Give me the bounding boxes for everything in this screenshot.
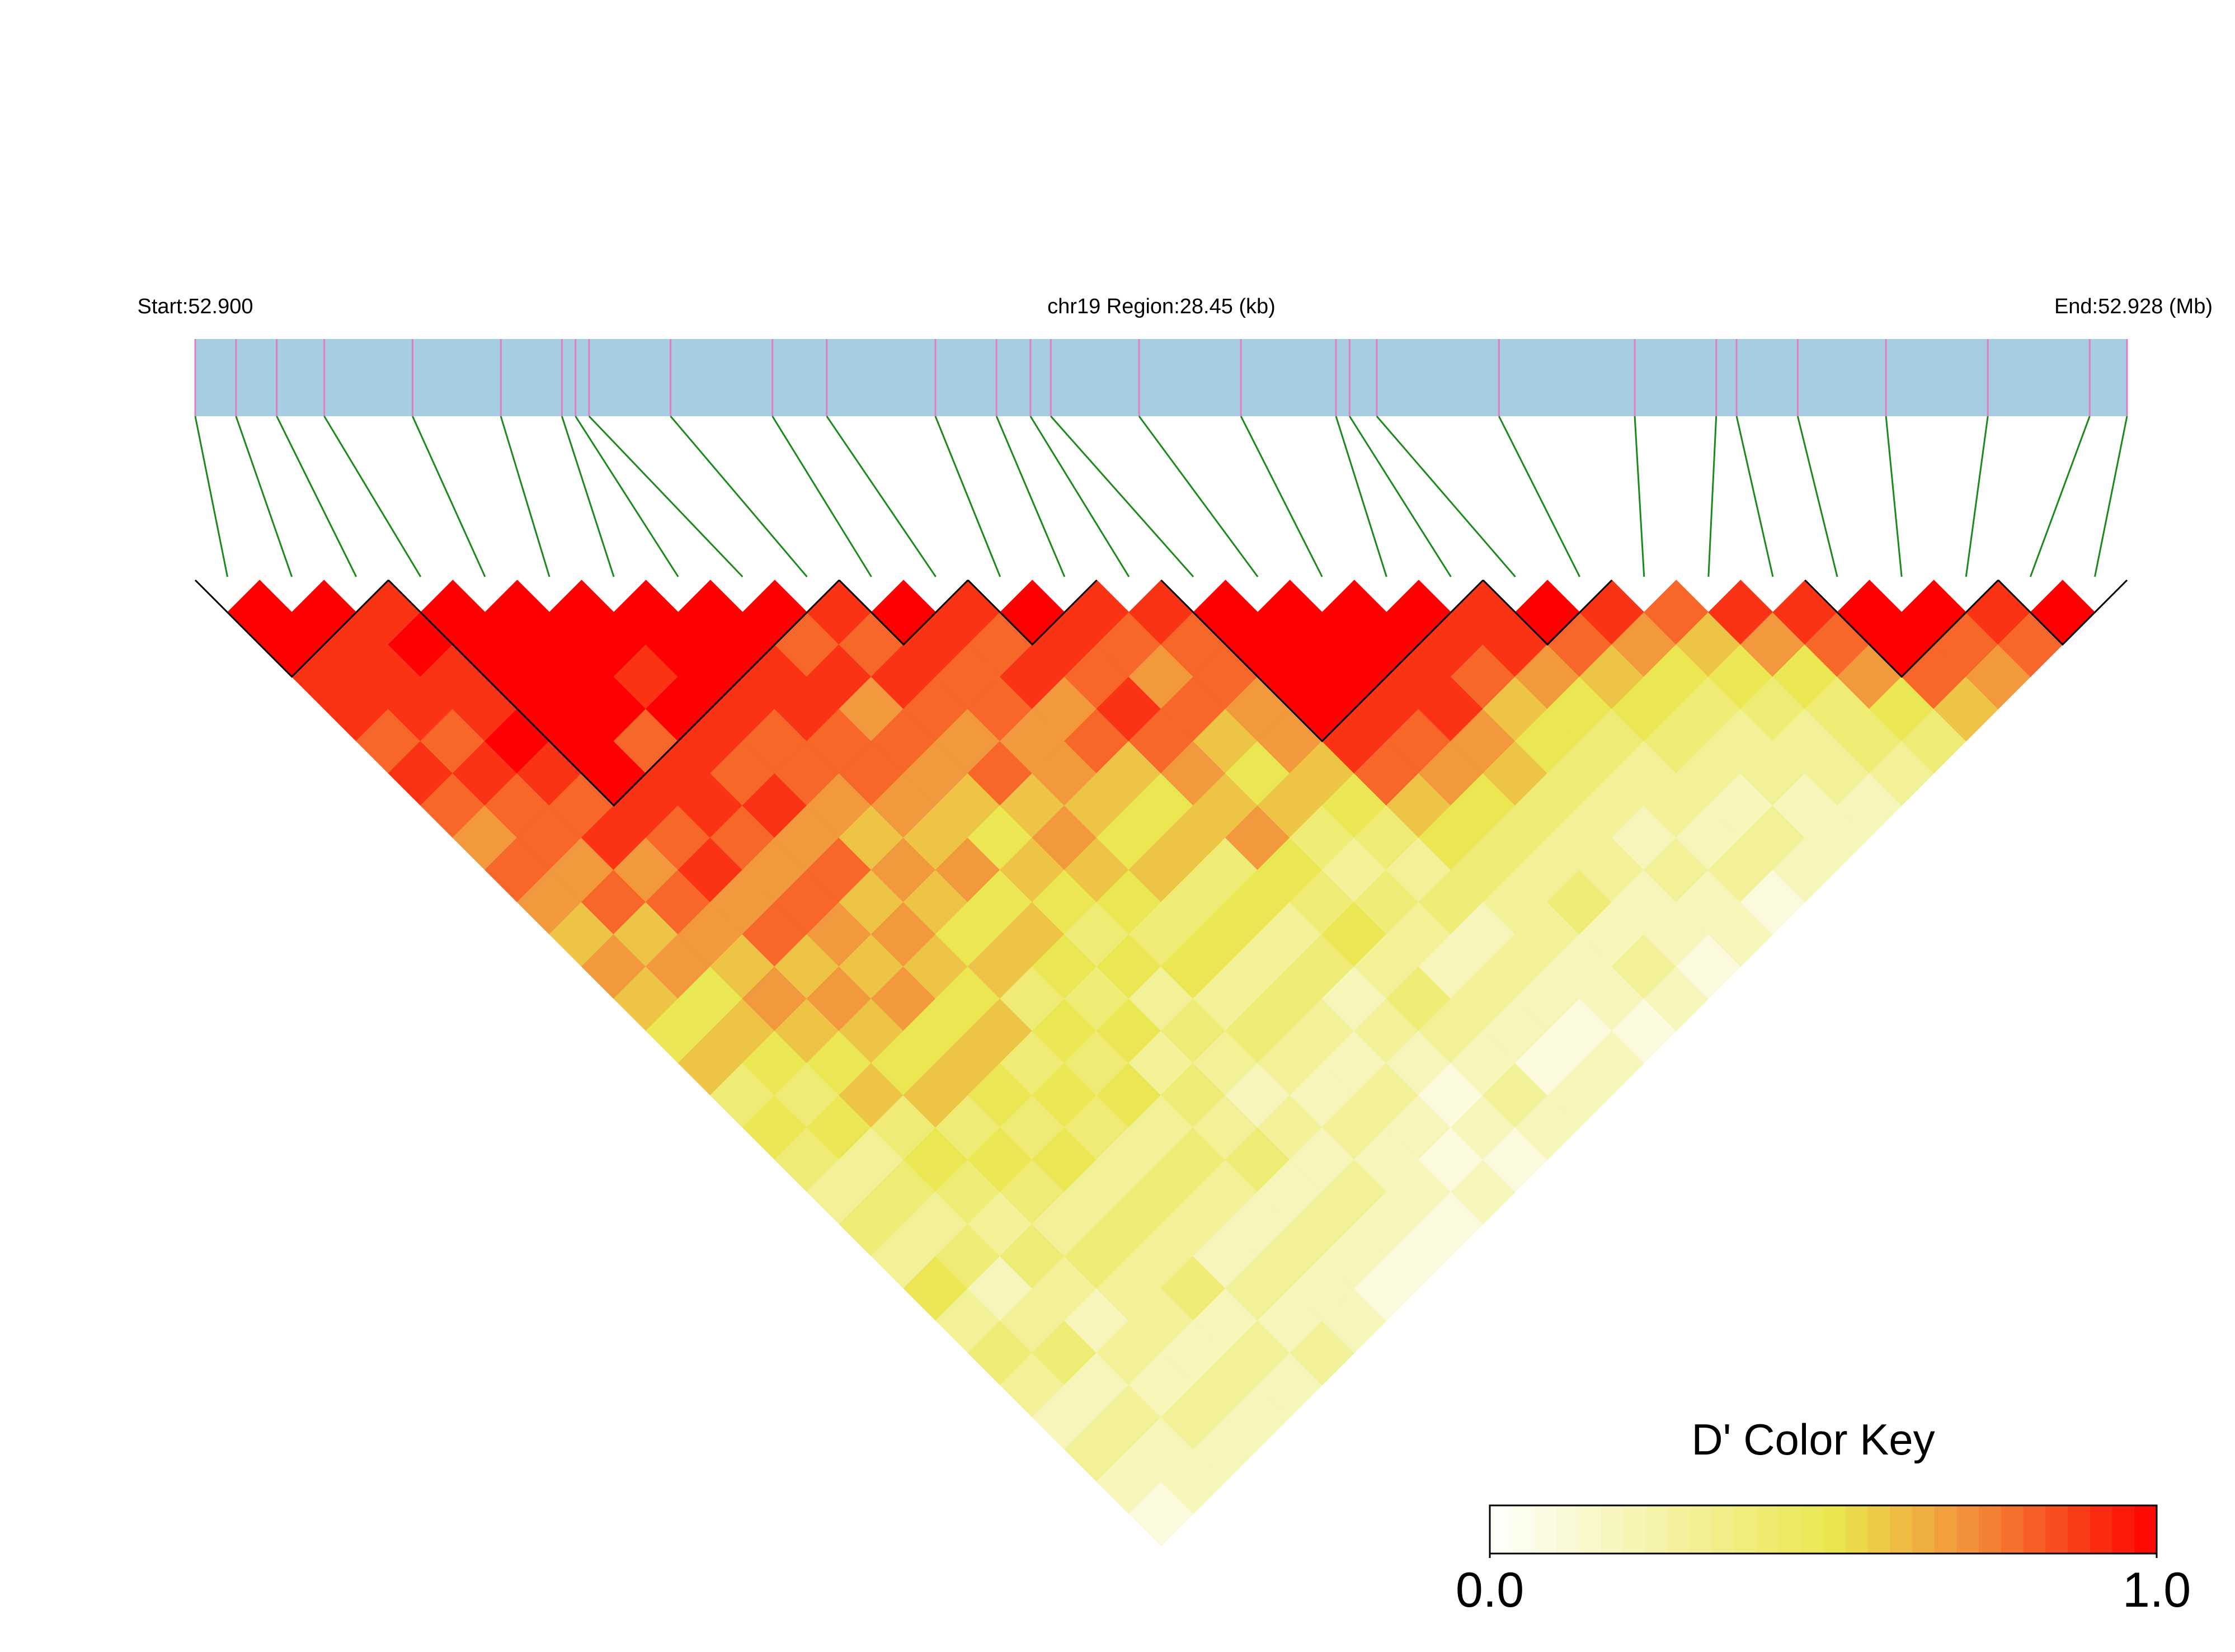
start-label: Start:52.900 (137, 295, 253, 318)
snp-connector (1335, 416, 1387, 577)
legend-tick-label: 1.0 (2123, 1562, 2191, 1617)
chromosome-bar (195, 339, 2127, 416)
legend-swatch (1534, 1505, 1558, 1554)
snp-connector (194, 416, 229, 577)
legend-swatch (1556, 1505, 1579, 1554)
ld-block (1804, 579, 1999, 678)
snp-connector (500, 416, 550, 577)
ld-block (1997, 579, 2128, 646)
snp-connector (995, 416, 1066, 577)
snp-connector (323, 416, 422, 577)
legend-swatch (1601, 1505, 1624, 1554)
legend-swatch (1512, 1505, 1535, 1554)
ld-block (967, 579, 1098, 646)
snp-connector (1349, 416, 1452, 577)
snp-connector (1885, 416, 1903, 577)
legend-swatch (1979, 1505, 2002, 1554)
legend-swatch (2045, 1505, 2069, 1554)
snp-connector (1240, 416, 1323, 577)
snp-connector (588, 415, 744, 578)
legend-swatch (1690, 1505, 1713, 1554)
legend-swatch (1845, 1505, 1869, 1554)
legend-swatch (2068, 1505, 2091, 1554)
legend-swatch (1623, 1505, 1646, 1554)
ld-block (194, 579, 389, 678)
region-title: chr19 Region:28.45 (kb) (1047, 295, 1276, 318)
snp-connector (235, 416, 293, 577)
legend-swatch (2112, 1505, 2135, 1554)
legend-swatch (2023, 1505, 2046, 1554)
legend-tick-label: 0.0 (1456, 1562, 1524, 1617)
legend-swatch (1734, 1505, 1757, 1554)
snp-connector (1050, 416, 1194, 577)
legend-swatch (1778, 1505, 1802, 1554)
legend-swatch (1912, 1505, 1935, 1554)
snp-connector (934, 416, 1001, 577)
ld-block (388, 579, 840, 807)
legend-swatch (2090, 1505, 2113, 1554)
legend-swatch (1956, 1505, 1980, 1554)
legend-swatch (1645, 1505, 1668, 1554)
legend-swatch (1934, 1505, 1958, 1554)
ld-block (1160, 579, 1484, 742)
legend-swatch (1490, 1505, 1513, 1554)
snp-connector (1796, 416, 1838, 577)
snp-connector (1029, 416, 1130, 577)
legend-swatch (1578, 1505, 1602, 1554)
snp-connector (412, 416, 486, 577)
legend-swatch (1712, 1505, 1735, 1554)
snp-connector (561, 416, 615, 577)
snp-connector (1965, 416, 1989, 577)
legend-swatch (1756, 1505, 1780, 1554)
snp-connector (1138, 416, 1259, 577)
ld-block (1482, 579, 1613, 646)
legend-swatch (1667, 1505, 1691, 1554)
snp-connector (1707, 416, 1718, 577)
legend-swatch (1867, 1505, 1891, 1554)
snp-connector (1735, 416, 1774, 577)
end-label: End:52.928 (Mb) (2054, 295, 2213, 318)
snp-connector (826, 416, 937, 577)
snp-connector (670, 416, 808, 577)
snp-connector (575, 416, 679, 577)
snp-connector (771, 416, 872, 577)
snp-connector (2029, 416, 2091, 577)
ld-block (838, 579, 969, 646)
legend-swatch (1890, 1505, 1913, 1554)
snp-connector (2093, 416, 2128, 577)
legend-swatch (1801, 1505, 1824, 1554)
snp-connector (276, 416, 357, 577)
legend-frame (1489, 1504, 2158, 1555)
legend-swatch (2134, 1505, 2157, 1554)
legend-swatch (1823, 1505, 1846, 1554)
snp-connector (1376, 416, 1516, 577)
legend-title: D' Color Key (1691, 1415, 1935, 1464)
legend-swatch (2001, 1505, 2024, 1554)
snp-connector (1634, 416, 1645, 577)
snp-connector (1498, 416, 1580, 577)
